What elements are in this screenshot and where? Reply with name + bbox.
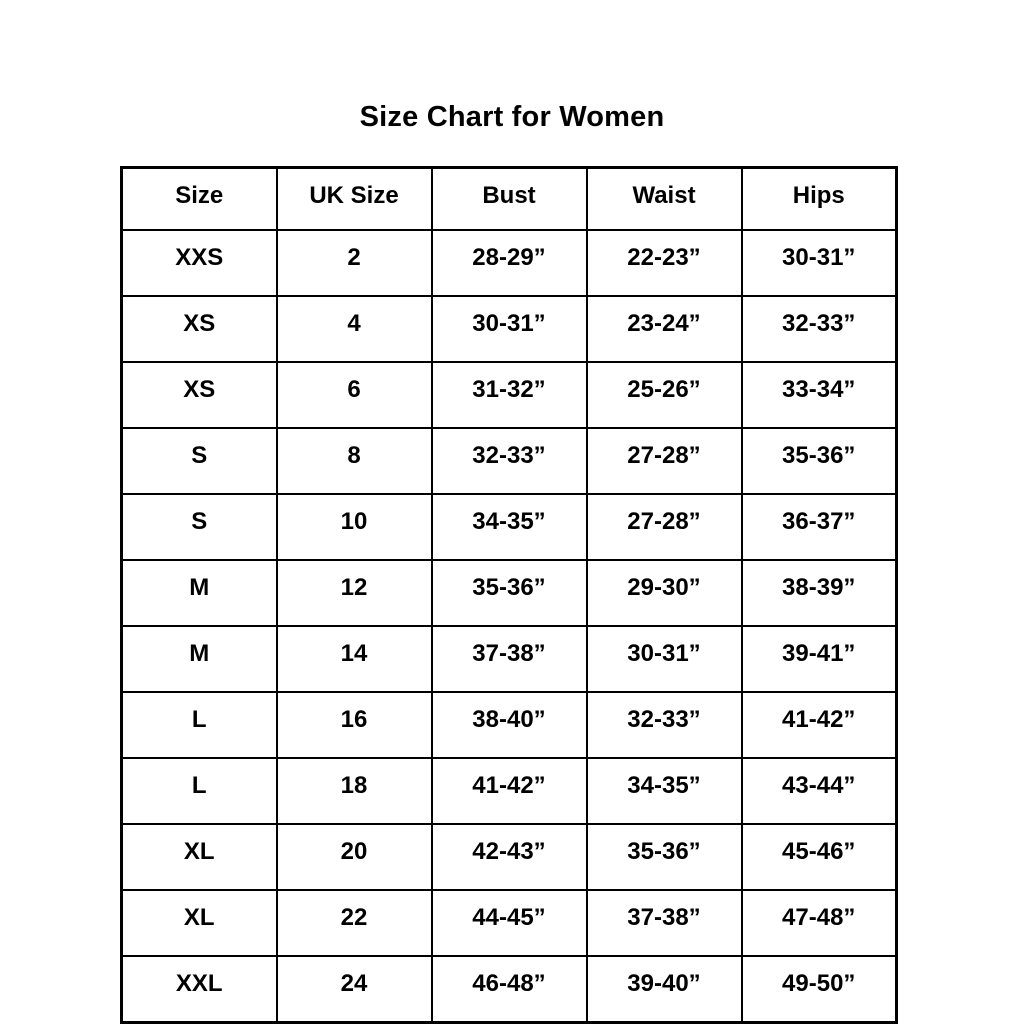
table-cell: 24 [275,955,433,1024]
table-cell: 18 [275,757,433,825]
table-row: XXS 2 28-29” 22-23” 30-31” [120,229,898,297]
table-cell: 49-50” [740,955,898,1024]
table-cell: 14 [275,625,433,693]
table-cell: 35-36” [740,427,898,495]
table-cell: 41-42” [430,757,588,825]
table-row: XXL 24 46-48” 39-40” 49-50” [120,955,898,1024]
table-cell: 34-35” [585,757,743,825]
table-cell: 33-34” [740,361,898,429]
table-cell: L [120,691,278,759]
table-cell: 32-33” [430,427,588,495]
table-cell: 28-29” [430,229,588,297]
table-cell: 27-28” [585,493,743,561]
column-header: Waist [585,166,743,231]
table-cell: 31-32” [430,361,588,429]
table-cell: 27-28” [585,427,743,495]
column-header: Hips [740,166,898,231]
table-cell: 34-35” [430,493,588,561]
table-cell: 46-48” [430,955,588,1024]
table-cell: 30-31” [585,625,743,693]
table-cell: 32-33” [585,691,743,759]
column-header: Bust [430,166,588,231]
table-cell: S [120,427,278,495]
table-cell: 35-36” [585,823,743,891]
table-cell: 39-40” [585,955,743,1024]
table-cell: 30-31” [740,229,898,297]
table-cell: 29-30” [585,559,743,627]
table-cell: 22-23” [585,229,743,297]
table-cell: 32-33” [740,295,898,363]
table-cell: 35-36” [430,559,588,627]
table-row: XS 4 30-31” 23-24” 32-33” [120,295,898,363]
table-cell: XS [120,361,278,429]
table-cell: 37-38” [585,889,743,957]
table-cell: 12 [275,559,433,627]
table-cell: L [120,757,278,825]
table-cell: XXL [120,955,278,1024]
table-cell: S [120,493,278,561]
table-row: L 18 41-42” 34-35” 43-44” [120,757,898,825]
page-title: Size Chart for Women [359,101,665,133]
table-body: XXS 2 28-29” 22-23” 30-31” XS 4 30-31” 23-24” 32-… [120,229,898,1024]
table-row: S 10 34-35” 27-28” 36-37” [120,493,898,561]
table-header: Size UK Size Bust Waist Hips [120,166,898,231]
table-cell: 38-40” [430,691,588,759]
table-cell: 25-26” [585,361,743,429]
table-cell: 47-48” [740,889,898,957]
table-row: XS 6 31-32” 25-26” 33-34” [120,361,898,429]
table-cell: 36-37” [740,493,898,561]
table-cell: 41-42” [740,691,898,759]
table-cell: M [120,559,278,627]
table-cell: 6 [275,361,433,429]
table-cell: 23-24” [585,295,743,363]
table-cell: 45-46” [740,823,898,891]
table-cell: 39-41” [740,625,898,693]
table-cell: 16 [275,691,433,759]
table-row: L 16 38-40” 32-33” 41-42” [120,691,898,759]
table-cell: 38-39” [740,559,898,627]
size-chart-table: Size UK Size Bust Waist Hips XXS 2 28-29” 22-23… [120,166,898,1024]
header-row: Size UK Size Bust Waist Hips [120,166,898,231]
table-row: XL 20 42-43” 35-36” 45-46” [120,823,898,891]
table-cell: XL [120,823,278,891]
table-cell: 22 [275,889,433,957]
table-cell: 37-38” [430,625,588,693]
table-cell: XS [120,295,278,363]
table-row: XL 22 44-45” 37-38” 47-48” [120,889,898,957]
table-cell: 4 [275,295,433,363]
table-cell: XL [120,889,278,957]
table-row: S 8 32-33” 27-28” 35-36” [120,427,898,495]
table-cell: 2 [275,229,433,297]
column-header: UK Size [275,166,433,231]
table-cell: 30-31” [430,295,588,363]
table-cell: XXS [120,229,278,297]
table-cell: 43-44” [740,757,898,825]
table-cell: 44-45” [430,889,588,957]
column-header: Size [120,166,278,231]
table-cell: 10 [275,493,433,561]
table-cell: M [120,625,278,693]
table-cell: 8 [275,427,433,495]
table-cell: 20 [275,823,433,891]
table-row: M 12 35-36” 29-30” 38-39” [120,559,898,627]
table-cell: 42-43” [430,823,588,891]
table-row: M 14 37-38” 30-31” 39-41” [120,625,898,693]
